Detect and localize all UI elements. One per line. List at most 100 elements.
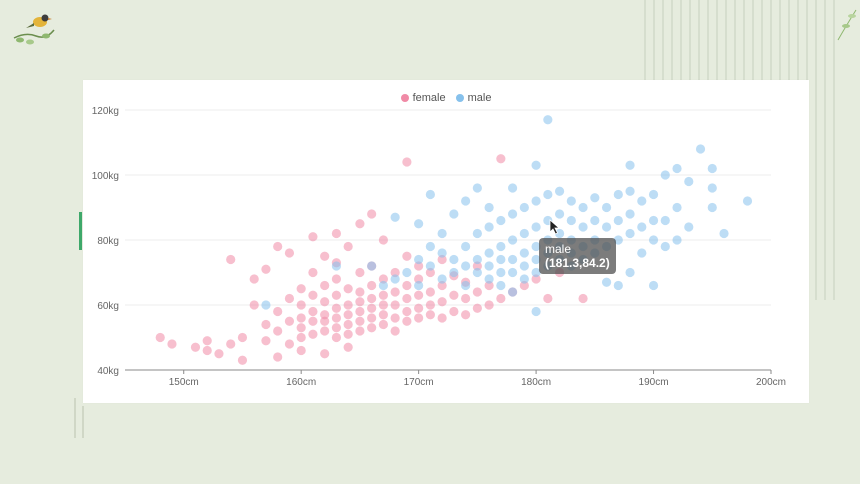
- male-data-point[interactable]: [637, 222, 647, 232]
- male-data-point[interactable]: [660, 241, 670, 252]
- female-data-point[interactable]: [320, 280, 330, 291]
- male-data-point[interactable]: [437, 228, 447, 239]
- female-data-point[interactable]: [355, 316, 365, 326]
- female-data-point[interactable]: [296, 332, 306, 343]
- male-data-point[interactable]: [390, 212, 400, 222]
- male-data-point[interactable]: [508, 267, 518, 278]
- male-data-point[interactable]: [508, 235, 518, 245]
- female-data-point[interactable]: [390, 326, 400, 336]
- female-data-point[interactable]: [308, 290, 318, 300]
- male-data-point[interactable]: [519, 202, 529, 213]
- female-data-point[interactable]: [414, 274, 424, 284]
- male-data-point[interactable]: [519, 228, 529, 239]
- male-data-point[interactable]: [519, 248, 529, 258]
- female-data-point[interactable]: [402, 293, 412, 304]
- male-data-point[interactable]: [707, 163, 717, 174]
- male-data-point[interactable]: [578, 222, 588, 232]
- female-data-point[interactable]: [343, 310, 353, 320]
- female-data-point[interactable]: [472, 303, 482, 313]
- female-data-point[interactable]: [296, 284, 306, 294]
- female-data-point[interactable]: [249, 274, 259, 284]
- male-data-point[interactable]: [684, 176, 694, 187]
- female-data-point[interactable]: [484, 300, 494, 310]
- female-data-point[interactable]: [414, 261, 424, 271]
- female-data-point[interactable]: [320, 310, 330, 320]
- female-data-point[interactable]: [437, 313, 447, 323]
- male-data-point[interactable]: [496, 280, 506, 291]
- female-data-point[interactable]: [343, 329, 353, 339]
- female-data-point[interactable]: [237, 355, 248, 365]
- male-data-point[interactable]: [437, 274, 447, 284]
- female-data-point[interactable]: [308, 232, 318, 242]
- female-data-point[interactable]: [578, 293, 588, 304]
- male-data-point[interactable]: [367, 261, 377, 271]
- male-data-point[interactable]: [449, 254, 459, 265]
- female-data-point[interactable]: [284, 248, 295, 258]
- female-data-point[interactable]: [414, 290, 424, 300]
- male-data-point[interactable]: [402, 267, 412, 278]
- male-data-point[interactable]: [519, 274, 529, 284]
- female-data-point[interactable]: [284, 293, 295, 304]
- male-data-point[interactable]: [613, 189, 623, 200]
- male-data-point[interactable]: [554, 209, 565, 219]
- female-data-point[interactable]: [331, 303, 342, 313]
- female-data-point[interactable]: [425, 267, 435, 278]
- male-data-point[interactable]: [719, 228, 729, 239]
- male-data-point[interactable]: [554, 228, 565, 239]
- female-data-point[interactable]: [296, 345, 306, 356]
- male-data-point[interactable]: [472, 228, 482, 239]
- female-data-point[interactable]: [437, 254, 447, 265]
- male-data-point[interactable]: [496, 267, 506, 278]
- male-data-point[interactable]: [625, 160, 635, 170]
- male-data-point[interactable]: [742, 196, 753, 206]
- female-data-point[interactable]: [296, 300, 306, 310]
- female-data-point[interactable]: [390, 313, 400, 323]
- female-data-point[interactable]: [461, 293, 471, 304]
- male-data-point[interactable]: [531, 222, 541, 232]
- female-data-point[interactable]: [425, 310, 435, 320]
- male-data-point[interactable]: [601, 202, 612, 213]
- female-data-point[interactable]: [343, 319, 353, 330]
- female-data-point[interactable]: [425, 300, 435, 310]
- male-data-point[interactable]: [648, 189, 659, 200]
- female-data-point[interactable]: [390, 287, 400, 297]
- male-data-point[interactable]: [684, 222, 694, 232]
- female-data-point[interactable]: [378, 235, 388, 245]
- male-data-point[interactable]: [390, 274, 400, 284]
- female-data-point[interactable]: [378, 300, 388, 310]
- male-data-point[interactable]: [637, 248, 647, 258]
- female-data-point[interactable]: [343, 300, 353, 310]
- female-data-point[interactable]: [320, 326, 330, 336]
- male-data-point[interactable]: [484, 248, 494, 258]
- male-data-point[interactable]: [414, 254, 424, 265]
- female-data-point[interactable]: [378, 310, 388, 320]
- male-data-point[interactable]: [707, 183, 717, 193]
- male-data-point[interactable]: [625, 209, 635, 219]
- male-data-point[interactable]: [496, 241, 506, 252]
- male-data-point[interactable]: [484, 202, 494, 213]
- female-data-point[interactable]: [496, 293, 506, 304]
- male-data-point[interactable]: [425, 241, 435, 252]
- male-data-point[interactable]: [648, 215, 659, 226]
- male-data-point[interactable]: [449, 267, 459, 278]
- female-data-point[interactable]: [284, 339, 295, 349]
- female-data-point[interactable]: [472, 287, 482, 297]
- male-data-point[interactable]: [508, 254, 518, 265]
- male-data-point[interactable]: [472, 183, 482, 193]
- female-data-point[interactable]: [402, 316, 412, 326]
- male-data-point[interactable]: [672, 202, 682, 213]
- male-data-point[interactable]: [531, 306, 541, 317]
- male-data-point[interactable]: [461, 196, 471, 206]
- female-data-point[interactable]: [449, 306, 459, 317]
- female-data-point[interactable]: [367, 303, 377, 313]
- female-data-point[interactable]: [261, 319, 271, 330]
- male-data-point[interactable]: [519, 261, 529, 271]
- male-data-point[interactable]: [449, 209, 459, 219]
- female-data-point[interactable]: [190, 342, 201, 352]
- male-data-point[interactable]: [414, 280, 424, 291]
- male-data-point[interactable]: [613, 235, 623, 245]
- female-data-point[interactable]: [531, 274, 541, 284]
- male-data-point[interactable]: [508, 209, 518, 219]
- male-data-point[interactable]: [425, 189, 435, 200]
- female-data-point[interactable]: [261, 264, 271, 274]
